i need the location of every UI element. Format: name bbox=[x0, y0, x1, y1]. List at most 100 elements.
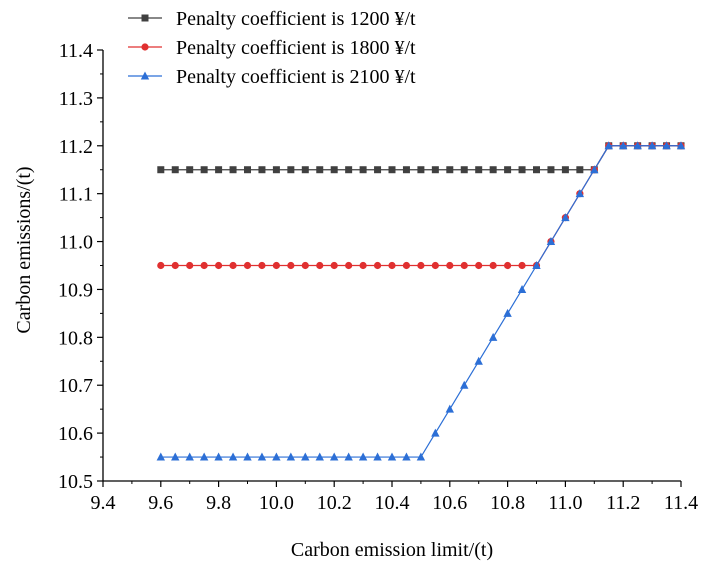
data-point bbox=[258, 166, 266, 174]
x-tick-label: 10.6 bbox=[432, 492, 467, 514]
y-axis-title: Carbon emissions/(t) bbox=[13, 166, 35, 333]
data-point bbox=[358, 452, 368, 461]
data-point bbox=[417, 261, 425, 270]
data-point bbox=[417, 166, 425, 174]
data-point bbox=[272, 452, 281, 461]
series-line bbox=[160, 145, 681, 171]
data-point bbox=[258, 261, 266, 270]
data-point bbox=[431, 428, 440, 437]
data-point bbox=[388, 261, 396, 270]
data-point bbox=[214, 452, 223, 461]
data-point bbox=[171, 261, 179, 270]
y-tick-label: 10.6 bbox=[58, 423, 93, 445]
legend-item: Penalty coefficient is 1200 ¥/t bbox=[128, 8, 416, 30]
data-point bbox=[475, 261, 483, 270]
data-point bbox=[373, 452, 382, 461]
data-point bbox=[604, 141, 613, 150]
data-point bbox=[402, 452, 411, 461]
data-point bbox=[676, 141, 686, 150]
data-point bbox=[228, 452, 238, 461]
series-3 bbox=[156, 141, 686, 461]
legend-item: Penalty coefficient is 1800 ¥/t bbox=[128, 37, 416, 59]
x-tick-label: 11.2 bbox=[606, 492, 640, 514]
data-point bbox=[619, 141, 628, 150]
data-point bbox=[229, 261, 237, 270]
y-tick-label: 11.2 bbox=[59, 136, 93, 158]
data-point bbox=[431, 166, 439, 174]
data-point bbox=[445, 404, 454, 413]
data-point bbox=[200, 166, 208, 174]
x-tick-label: 9.4 bbox=[91, 492, 116, 514]
data-point bbox=[561, 166, 569, 174]
y-tick-label: 10.7 bbox=[58, 375, 93, 397]
data-point bbox=[316, 261, 324, 270]
data-point bbox=[460, 380, 469, 389]
data-point bbox=[533, 166, 540, 174]
data-point bbox=[561, 213, 570, 222]
x-tick-label: 10.2 bbox=[317, 492, 352, 514]
data-point bbox=[446, 261, 454, 270]
data-point bbox=[301, 166, 309, 174]
x-tick-label: 9.6 bbox=[148, 492, 173, 514]
data-point bbox=[345, 261, 353, 270]
data-point bbox=[171, 166, 179, 174]
data-point bbox=[503, 308, 512, 317]
series-2 bbox=[157, 142, 685, 270]
data-point bbox=[229, 166, 237, 174]
data-point bbox=[157, 166, 165, 174]
data-point bbox=[244, 166, 251, 174]
legend-label: Penalty coefficient is 1800 ¥/t bbox=[176, 37, 416, 59]
data-point bbox=[374, 166, 382, 174]
data-point bbox=[287, 261, 295, 270]
data-point bbox=[345, 166, 353, 174]
plot-area bbox=[156, 141, 686, 461]
data-point bbox=[200, 261, 208, 270]
data-point bbox=[156, 452, 165, 461]
data-point bbox=[243, 261, 252, 270]
y-tick-label: 11.1 bbox=[59, 184, 93, 206]
data-point bbox=[243, 452, 252, 461]
data-point bbox=[287, 166, 295, 174]
data-point bbox=[475, 166, 483, 174]
data-point bbox=[257, 452, 267, 461]
y-tick-label: 10.9 bbox=[58, 279, 93, 301]
legend-marker bbox=[141, 14, 149, 22]
data-point bbox=[504, 166, 512, 174]
data-point bbox=[301, 452, 310, 461]
legend: Penalty coefficient is 1200 ¥/t Penalty c… bbox=[128, 8, 416, 88]
data-point bbox=[576, 166, 584, 174]
data-point bbox=[359, 166, 367, 174]
data-point bbox=[518, 261, 526, 270]
data-point bbox=[547, 166, 555, 174]
data-point bbox=[272, 261, 280, 270]
data-point bbox=[272, 166, 280, 174]
data-point bbox=[315, 452, 324, 461]
data-point bbox=[330, 166, 338, 174]
legend-item: Penalty coefficient is 2100 ¥/t bbox=[128, 66, 416, 88]
data-point bbox=[647, 141, 657, 150]
data-point bbox=[431, 261, 439, 270]
data-point bbox=[359, 261, 367, 270]
data-point bbox=[316, 166, 324, 174]
data-point bbox=[633, 141, 642, 150]
data-point bbox=[504, 261, 512, 270]
data-point bbox=[460, 261, 468, 270]
data-point bbox=[186, 166, 194, 174]
data-point bbox=[388, 166, 396, 174]
legend-label: Penalty coefficient is 2100 ¥/t bbox=[176, 66, 416, 88]
data-point bbox=[186, 261, 194, 270]
y-tick-label: 11.3 bbox=[59, 88, 93, 110]
data-point bbox=[157, 261, 165, 270]
axes: 9.4 9.6 9.8 10.0 10.2 10.4 10.6 10.8 11.0 11.2 11.… bbox=[58, 40, 698, 514]
y-tick-label: 10.5 bbox=[58, 471, 93, 493]
data-point bbox=[171, 452, 180, 461]
data-point bbox=[460, 166, 468, 174]
data-point bbox=[546, 237, 556, 246]
data-point bbox=[575, 189, 585, 198]
data-point bbox=[402, 261, 411, 270]
x-tick-label: 10.4 bbox=[375, 492, 410, 514]
data-point bbox=[662, 141, 671, 150]
data-point bbox=[402, 166, 410, 174]
y-tick-label: 11.4 bbox=[59, 40, 93, 62]
